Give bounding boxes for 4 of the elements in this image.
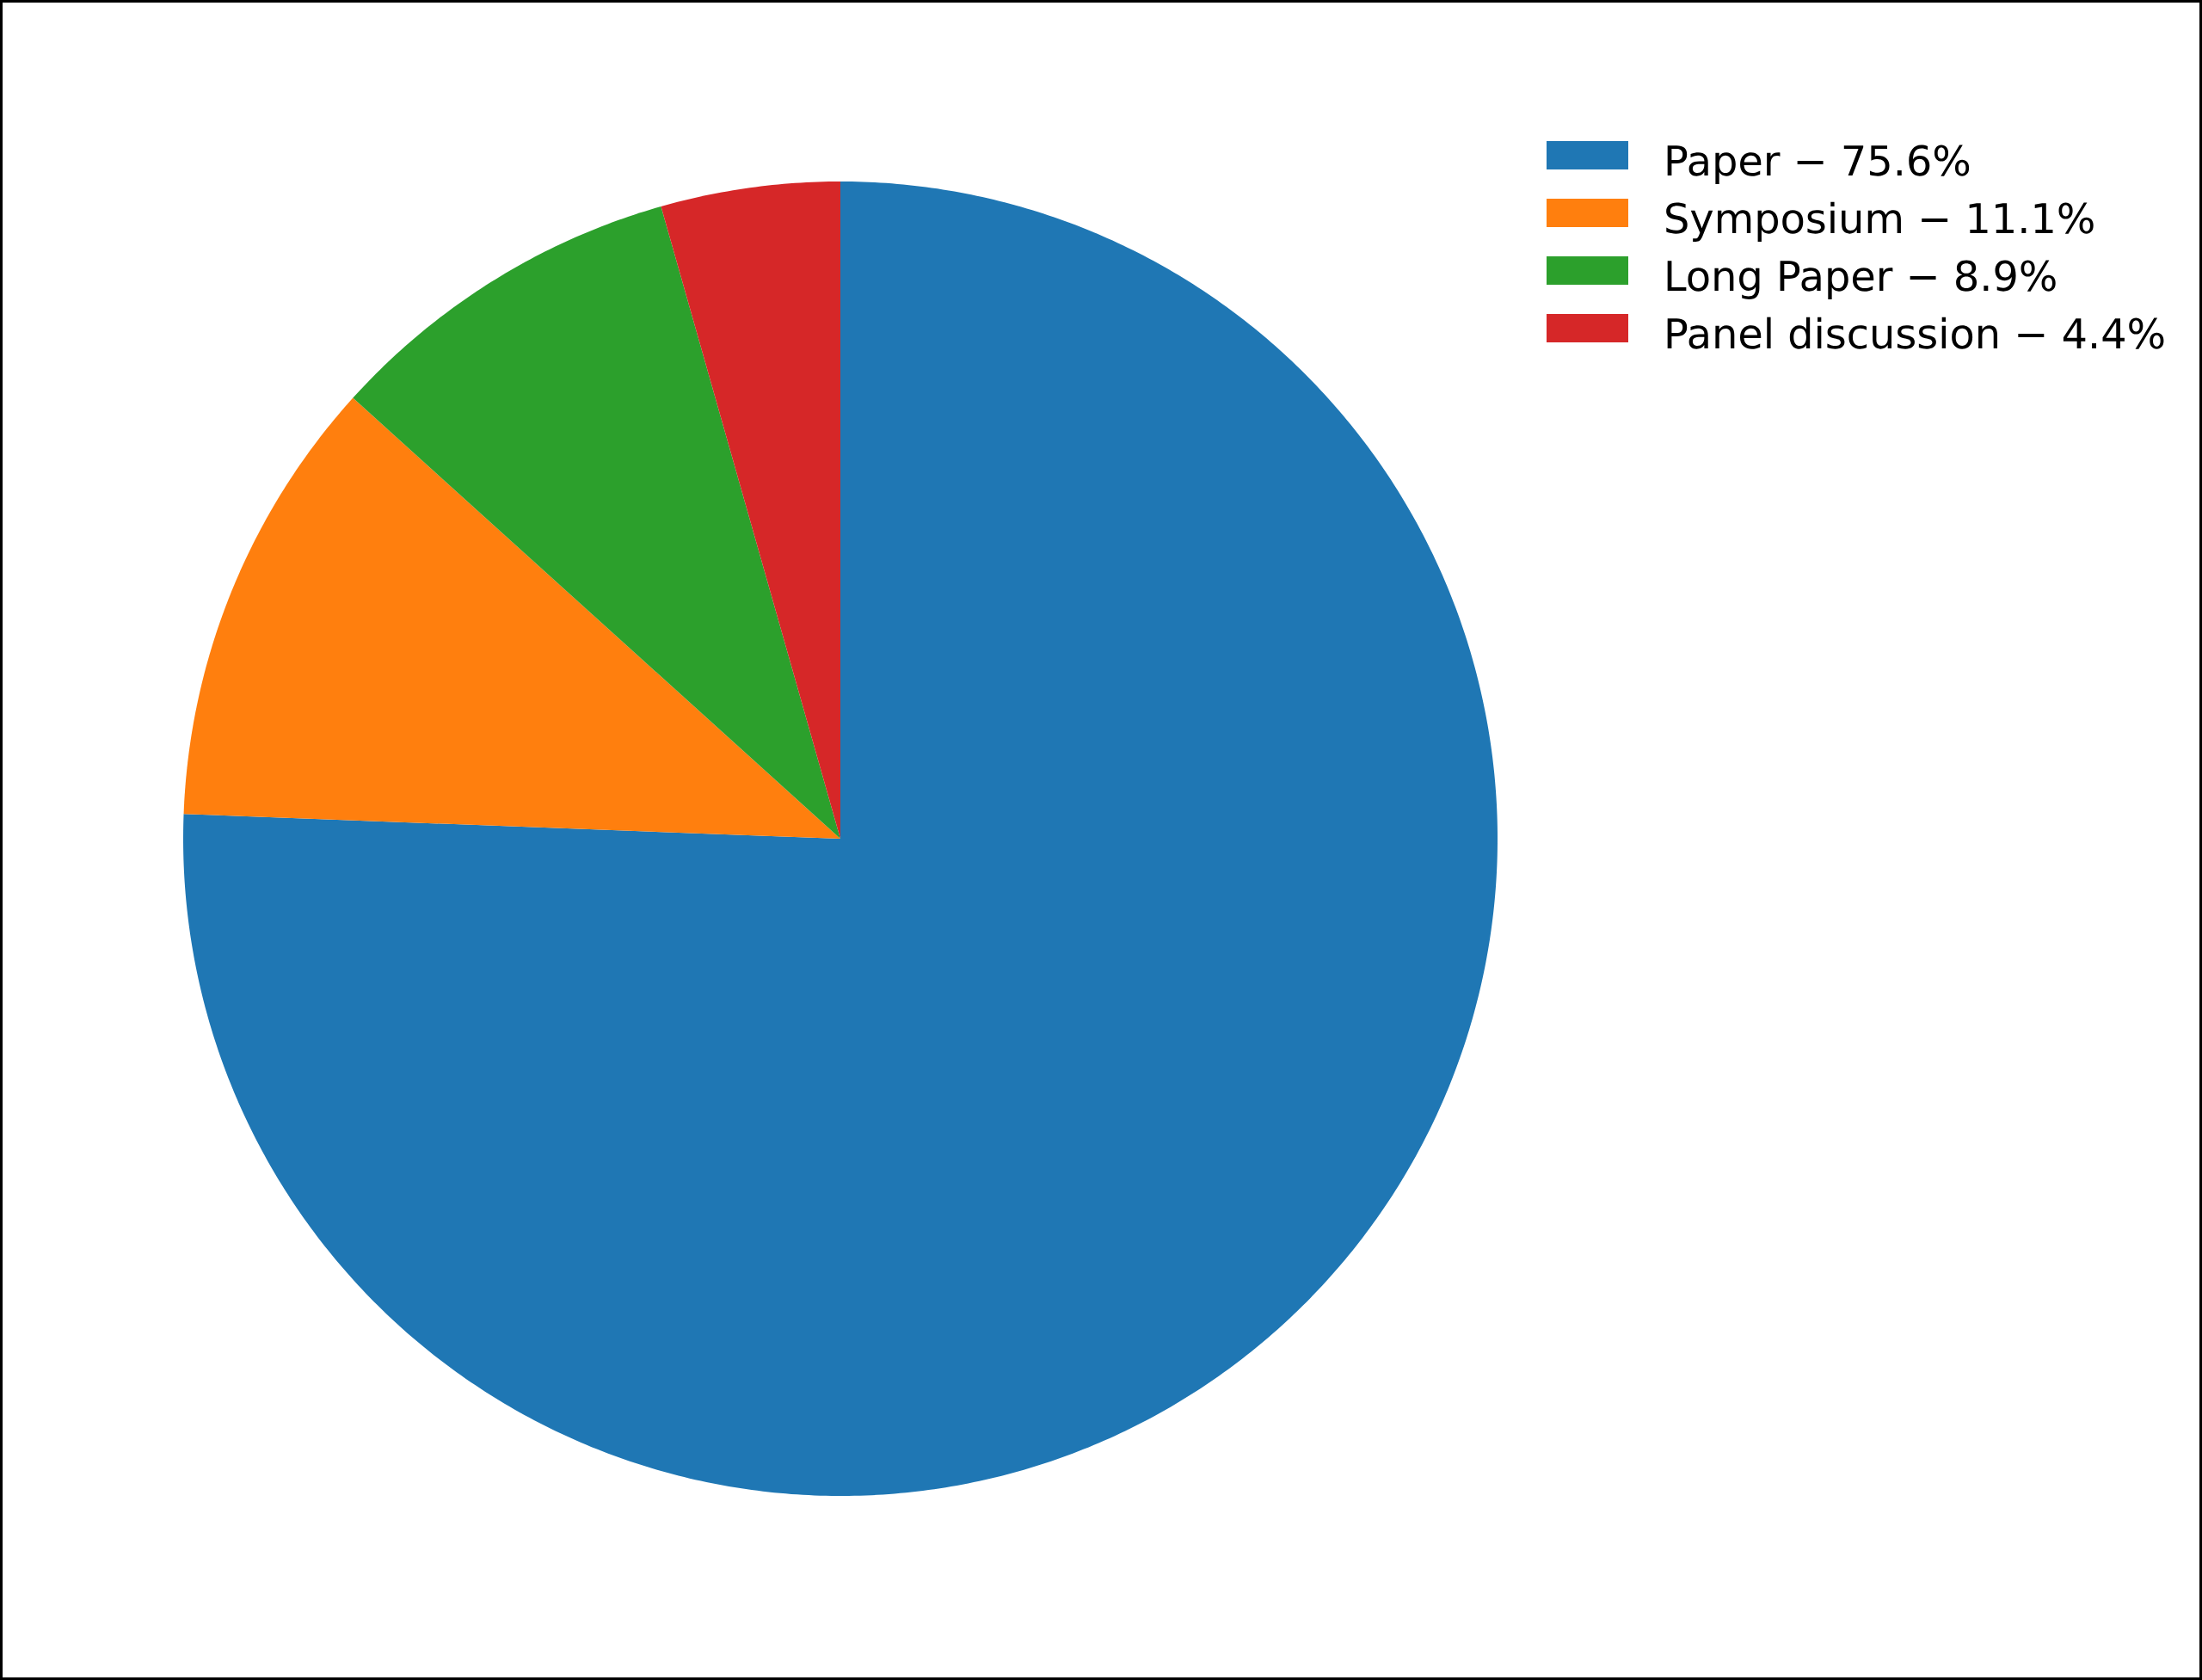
legend-label: Paper − 75.6% — [1667, 145, 1970, 184]
legend-label: Symposium − 11.1% — [1666, 201, 2094, 242]
legend-label: Panel discussion − 4.4% — [1667, 317, 2164, 349]
legend-label: Long Paper − 8.9% — [1667, 260, 2056, 299]
